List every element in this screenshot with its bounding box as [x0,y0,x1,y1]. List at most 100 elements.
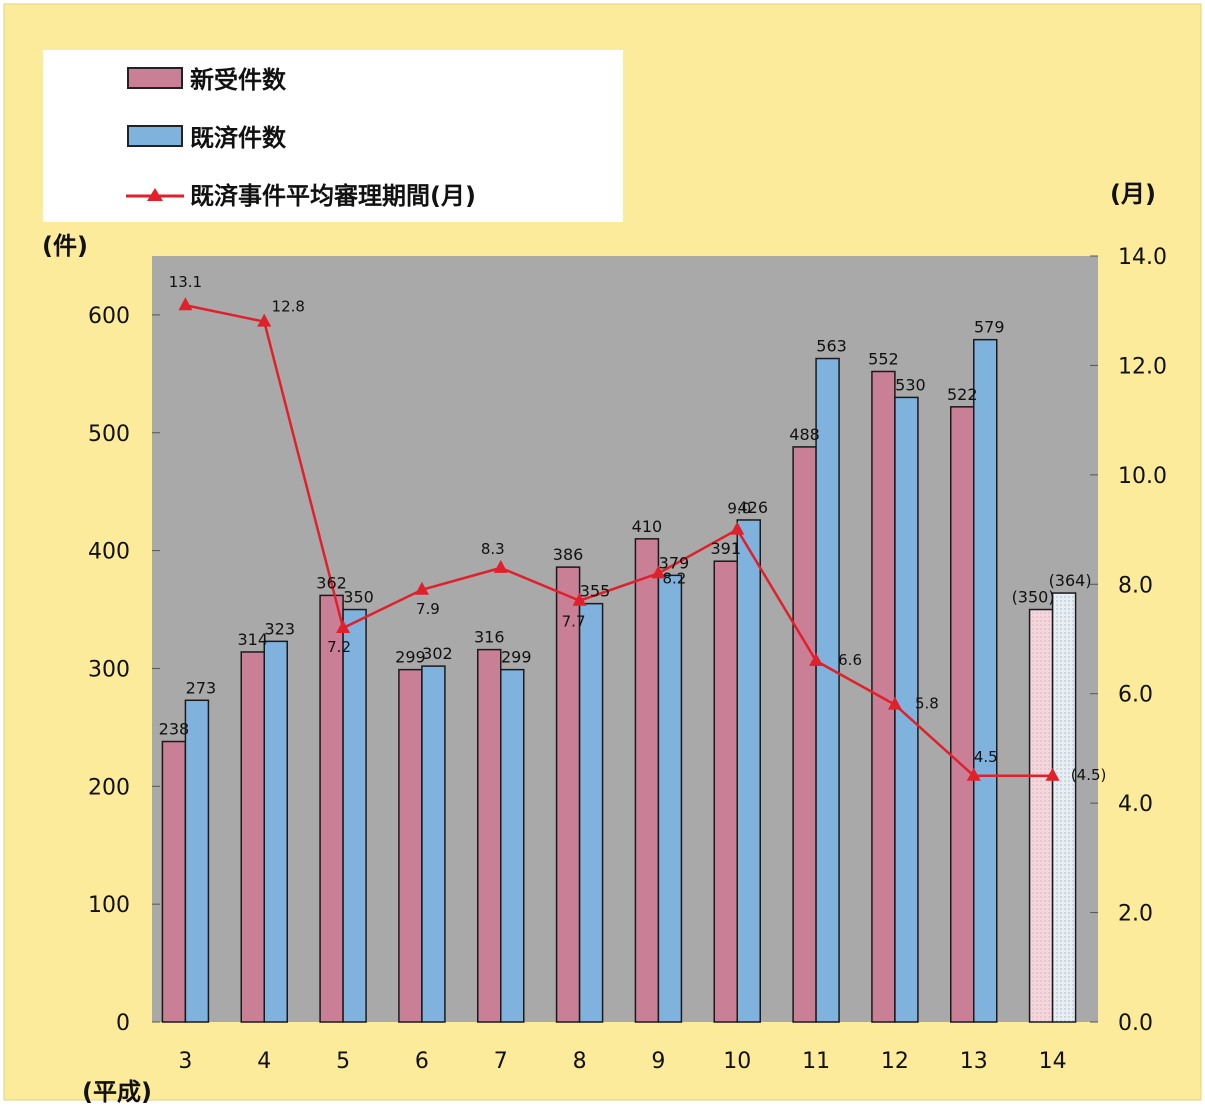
right-tick-label: 2.0 [1118,902,1153,927]
period-marker [336,620,351,634]
label-closed-cases: 302 [422,644,453,663]
period-marker [414,581,429,595]
bar-closed-cases [815,357,840,1023]
category-label: 9 [651,1049,665,1074]
bar-new-cases [555,566,581,1023]
legend-swatch-closed [127,125,183,147]
label-new-cases: 410 [632,517,663,536]
label-closed-cases: 563 [816,337,847,356]
bar-new-cases [477,648,502,1023]
bar-closed-cases [500,668,525,1023]
label-period: 5.8 [915,695,939,713]
bar-new-cases [950,406,975,1023]
period-polyline [185,304,1053,778]
bar-closed-cases [973,338,998,1023]
label-closed-cases: 530 [895,375,926,394]
label-new-cases: 391 [710,539,741,558]
left-tick-label: 200 [88,775,130,800]
period-marker [178,297,193,311]
label-closed-cases: 426 [737,498,768,517]
bar-closed-cases [342,608,367,1023]
legend-marker-period [147,188,163,201]
period-marker [809,652,824,666]
right-tick-label: 8.0 [1118,573,1153,598]
label-period: 12.8 [272,298,305,316]
left-tick-label: 600 [88,304,130,329]
label-period: 9.0 [727,500,751,518]
right-tick-label: 0.0 [1118,1011,1153,1036]
bar-new-cases [634,538,660,1023]
bar-new-cases [161,740,187,1023]
bar-closed-cases [736,519,761,1023]
bar-closed-cases [421,665,446,1023]
label-new-cases: 316 [474,628,505,647]
label-new-cases: 488 [789,425,820,444]
x-axis-categories: 3 4 5 6 7 8 9 10 11 12 13 14 [178,1049,1066,1074]
bar-new-cases [240,651,265,1023]
bar-closed-cases [184,699,210,1023]
label-new-cases: 238 [159,720,190,739]
right-tick-label: 14.0 [1118,245,1167,270]
right-tick-label: 12.0 [1118,354,1167,379]
bars [161,338,1077,1023]
bar-new-cases [398,668,423,1023]
label-new-cases: 314 [237,630,268,649]
bar-closed-cases [1051,592,1077,1023]
left-tick-label: 0 [116,1011,130,1036]
period-line [178,297,1060,781]
category-label: 14 [1039,1049,1067,1074]
data-labels: 2382733143233623502993023162993863554103… [159,273,1107,784]
right-tick-label: 4.0 [1118,792,1153,817]
label-closed-cases: 350 [343,588,374,607]
plot-area [152,256,1098,1022]
period-marker [887,696,902,710]
period-marker [651,565,666,579]
label-new-cases: 522 [947,385,978,404]
label-new-cases: 299 [395,648,426,667]
label-period: (4.5) [1071,766,1107,784]
right-axis-ticks: 0.0 2.0 4.0 6.0 8.0 10.0 12.0 14.0 [1118,245,1167,1036]
label-closed-cases: 323 [264,619,295,638]
label-period: 13.1 [169,273,202,291]
legend-swatch-new [127,67,183,89]
label-closed-cases: 273 [186,678,217,697]
label-period: 4.5 [974,748,998,766]
left-tick-label: 300 [88,657,130,682]
period-marker [730,521,745,535]
label-period: 7.9 [416,600,440,618]
label-closed-cases: 379 [659,553,690,572]
left-tick-label: 500 [88,422,130,447]
label-new-cases: 362 [316,573,347,592]
bar-closed-cases [578,602,604,1023]
right-tick-label: 10.0 [1118,464,1167,489]
left-tick-label: 100 [88,893,130,918]
bar-closed-cases [657,574,683,1023]
category-label: 7 [494,1049,508,1074]
category-label: 10 [723,1049,751,1074]
category-label: 6 [415,1049,429,1074]
label-period: 6.6 [838,651,862,669]
period-marker [572,592,587,606]
category-label: 8 [573,1049,587,1074]
label-closed-cases: 355 [580,582,611,601]
label-new-cases: 552 [868,349,899,368]
right-tick-label: 6.0 [1118,683,1153,708]
left-tick-label: 400 [88,540,130,565]
legend-label-new: 新受件数 [190,66,287,94]
label-period: 7.2 [327,638,351,656]
category-label: 5 [336,1049,350,1074]
period-marker [493,559,508,573]
period-marker [966,767,981,781]
label-period: 8.2 [662,569,686,587]
category-label: 4 [257,1049,271,1074]
bar-new-cases [1028,608,1054,1023]
bar-closed-cases [894,396,919,1023]
bar-new-cases [871,370,896,1023]
label-new-cases: (350) [1012,588,1055,607]
period-marker [257,313,272,327]
category-label: 12 [881,1049,909,1074]
bar-new-cases [792,446,817,1023]
x-axis-unit: (平成) [82,1078,152,1104]
